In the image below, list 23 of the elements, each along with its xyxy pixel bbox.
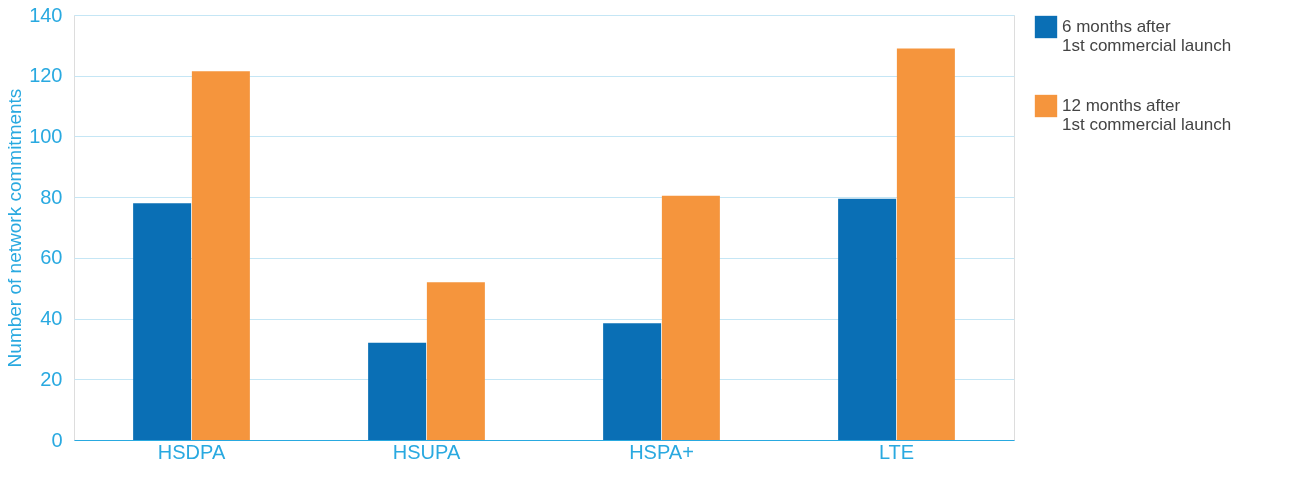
x-tick-label: HSPA+: [629, 440, 694, 463]
y-tick-label: 140: [29, 3, 63, 26]
y-tick-label: 80: [40, 185, 63, 208]
bar: [838, 198, 897, 440]
y-tick-label: 120: [29, 64, 63, 87]
bar: [661, 195, 720, 440]
y-axis-title: Number of network commitments: [4, 88, 26, 368]
legend-label: 6 months after 1st commercial launch: [1062, 17, 1232, 55]
bar: [896, 48, 955, 440]
x-tick-label: HSDPA: [157, 440, 226, 463]
bar: [603, 323, 662, 440]
y-tick-label: 100: [29, 124, 63, 147]
bar: [426, 282, 485, 440]
legend-label: 12 months after 1st commercial launch: [1062, 96, 1232, 134]
bar: [191, 71, 250, 440]
x-tick-label: LTE: [878, 440, 915, 463]
y-tick-label: 0: [51, 428, 63, 451]
x-tick-label: HSUPA: [392, 440, 461, 463]
y-tick-label: 60: [40, 246, 63, 269]
bar: [133, 203, 192, 440]
y-tick-label: 20: [40, 367, 63, 390]
bar: [368, 342, 427, 440]
y-tick-label: 40: [40, 307, 63, 330]
